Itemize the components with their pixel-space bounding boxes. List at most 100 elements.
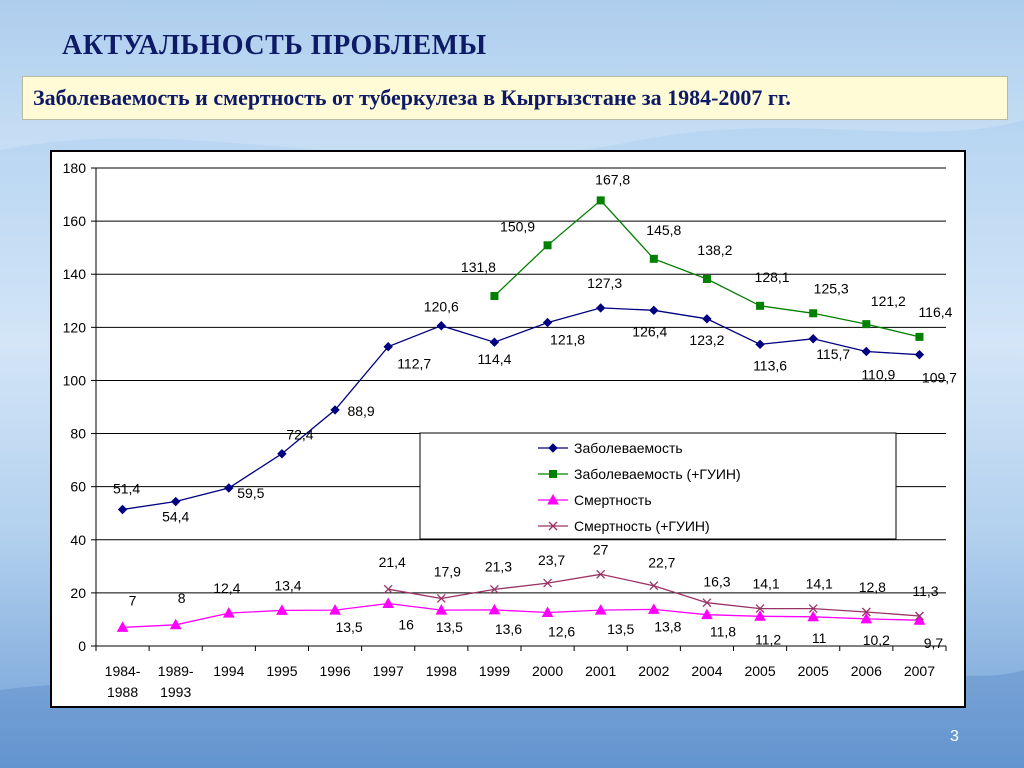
data-label: 126,4 xyxy=(632,323,667,339)
legend-label: Заболеваемость xyxy=(574,440,683,456)
series-marker xyxy=(489,337,500,347)
series-marker xyxy=(702,314,712,324)
data-label: 13,6 xyxy=(495,621,522,637)
data-label: 11 xyxy=(812,630,827,646)
series-marker xyxy=(647,603,660,614)
x-tick-label: 1993 xyxy=(160,684,191,700)
y-tick-label: 140 xyxy=(63,266,87,282)
data-label: 12,6 xyxy=(548,624,575,640)
y-tick-label: 60 xyxy=(70,479,86,495)
series-marker xyxy=(702,275,711,284)
series-marker xyxy=(701,608,713,620)
data-label: 54,4 xyxy=(162,509,189,525)
data-label: 131,8 xyxy=(461,259,496,275)
series-marker xyxy=(915,332,924,341)
series-marker xyxy=(329,604,341,615)
series-marker xyxy=(808,604,818,614)
series-marker xyxy=(170,496,181,507)
data-label: 121,8 xyxy=(550,332,585,348)
data-label: 138,2 xyxy=(697,242,732,258)
legend-marker xyxy=(548,521,558,531)
series-marker xyxy=(330,405,340,415)
slide-title: АКТУАЛЬНОСТЬ ПРОБЛЕМЫ xyxy=(62,30,487,61)
series-marker xyxy=(542,317,553,328)
data-label: 13,5 xyxy=(436,619,463,635)
series-marker xyxy=(807,610,820,622)
x-tick-label: 1984- xyxy=(105,663,141,679)
legend-box xyxy=(419,432,897,540)
page-number: 3 xyxy=(950,728,959,745)
y-tick-label: 120 xyxy=(63,319,87,335)
series-marker xyxy=(488,603,501,615)
data-label: 12,8 xyxy=(859,579,886,595)
data-label: 16,3 xyxy=(703,574,730,590)
x-tick-label: 1998 xyxy=(426,663,457,679)
series-marker xyxy=(116,621,129,632)
series-marker xyxy=(224,483,234,493)
x-tick-label: 2004 xyxy=(691,663,722,679)
data-label: 21,3 xyxy=(485,558,512,574)
series-marker xyxy=(490,291,499,300)
data-label: 21,4 xyxy=(379,554,406,570)
x-tick-label: 2005 xyxy=(744,663,775,679)
chart-subtitle: Заболеваемость и смертность от туберкуле… xyxy=(33,85,791,110)
line-chart: 0 20 40 60 80 100 120 140 160 180 1984- 1988 1989- 19… xyxy=(63,160,958,700)
legend-marker xyxy=(548,443,558,453)
legend-marker xyxy=(549,470,557,478)
series-line xyxy=(122,602,920,629)
data-label: 116,4 xyxy=(918,304,952,320)
data-label: 128,1 xyxy=(755,269,790,285)
legend-marker xyxy=(547,493,559,505)
data-label: 113,6 xyxy=(753,357,787,373)
chart-frame: 0 20 40 60 80 100 120 140 160 180 1984- 1988 1989- 19… xyxy=(50,150,966,708)
legend-label: Смертность (+ГУИН) xyxy=(574,518,710,534)
y-tick-label: 0 xyxy=(78,638,86,654)
data-label: 115,7 xyxy=(816,346,850,362)
series-marker xyxy=(595,303,606,313)
data-label: 14,1 xyxy=(806,576,833,592)
data-label: 127,3 xyxy=(587,275,622,291)
series-marker xyxy=(543,241,552,250)
data-label: 13,5 xyxy=(607,621,634,637)
data-label: 17,9 xyxy=(434,563,461,579)
data-label: 8 xyxy=(178,590,186,606)
series-marker xyxy=(808,334,818,344)
x-tick-label: 1988 xyxy=(107,684,138,700)
y-tick-label: 180 xyxy=(63,160,87,176)
series-marker xyxy=(914,349,925,360)
series-marker xyxy=(436,594,446,603)
x-tick-label: 1989- xyxy=(158,663,194,679)
series-marker xyxy=(117,504,128,515)
y-tick-label: 40 xyxy=(70,532,86,548)
series-marker xyxy=(754,610,766,621)
data-label: 9,7 xyxy=(924,635,944,651)
data-label: 13,5 xyxy=(335,619,362,635)
y-tick-label: 80 xyxy=(70,426,86,442)
series-marker xyxy=(277,449,287,459)
x-tick-label: 1995 xyxy=(266,663,297,679)
x-tick-label: 1996 xyxy=(319,663,350,679)
series-marker xyxy=(860,612,873,624)
data-label: 88,9 xyxy=(347,403,374,419)
data-label: 112,7 xyxy=(397,356,431,372)
x-tick-label: 2005 xyxy=(798,663,829,679)
series-marker xyxy=(489,584,499,594)
series-marker xyxy=(543,578,553,588)
x-tick-label: 2000 xyxy=(532,663,563,679)
data-label: 23,7 xyxy=(538,552,565,568)
series-marker xyxy=(702,598,712,608)
series-marker xyxy=(809,309,818,318)
data-label: 13,4 xyxy=(274,577,301,593)
x-tick-label: 1994 xyxy=(213,663,244,679)
data-label: 16 xyxy=(398,617,414,633)
series-marker xyxy=(383,584,393,594)
data-label: 11,8 xyxy=(710,624,736,640)
series-marker xyxy=(913,614,926,625)
series-marker xyxy=(914,611,924,621)
data-label: 59,5 xyxy=(237,485,264,501)
subtitle-box: Заболеваемость и смертность от туберкуле… xyxy=(22,76,1008,120)
series-marker xyxy=(382,597,395,609)
series-marker xyxy=(649,581,659,591)
data-label: 51,4 xyxy=(113,481,140,497)
data-label: 109,7 xyxy=(922,370,957,386)
